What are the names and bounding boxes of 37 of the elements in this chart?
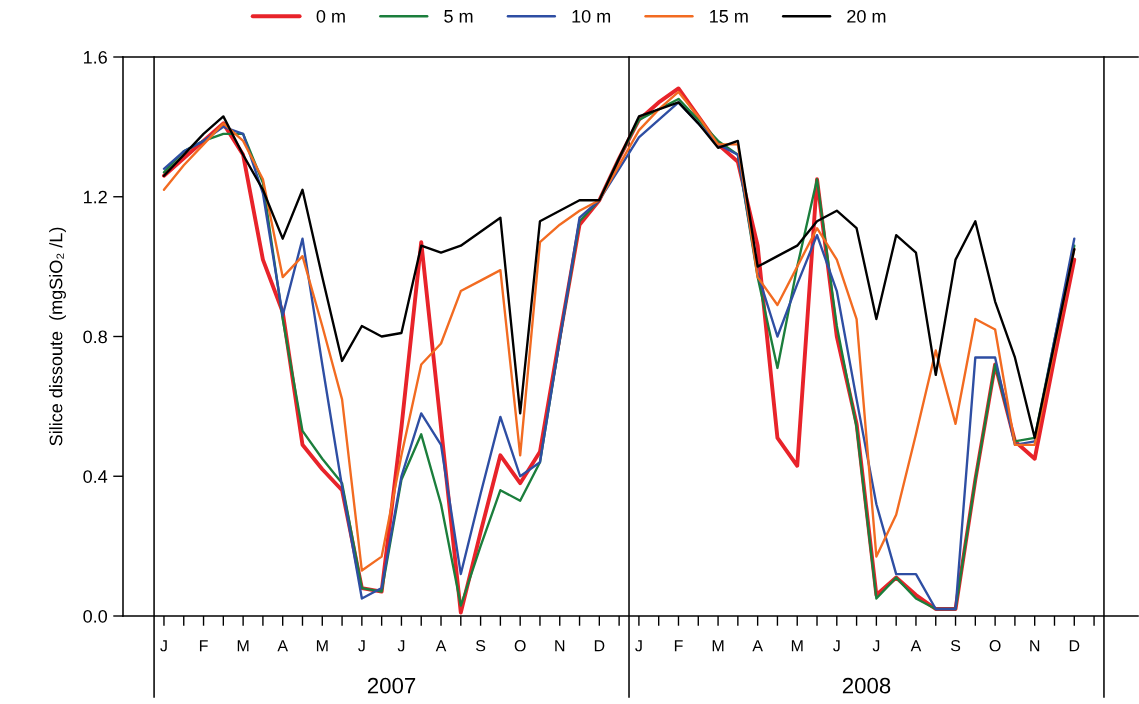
x-tick-label: A: [277, 640, 288, 652]
x-tick-label: M: [712, 640, 724, 652]
x-tick-label: J: [358, 640, 365, 652]
x-tick-label: O: [989, 640, 1001, 652]
x-tick-label: N: [1030, 640, 1040, 652]
y-tick-label: 0.4: [83, 470, 108, 483]
x-tick-label: N: [555, 640, 565, 652]
x-tick-label: M: [791, 640, 803, 652]
x-tick-label: F: [199, 640, 208, 652]
x-tick-label: O: [514, 640, 526, 652]
x-tick-label: M: [316, 640, 328, 652]
legend-label: 0 m: [316, 9, 345, 23]
x-tick-label: A: [752, 640, 763, 652]
y-tick-label: 1.2: [84, 190, 107, 204]
y-tick-label: 0.0: [83, 609, 108, 623]
x-tick-label: D: [1069, 640, 1080, 652]
y-tick-label: 0.8: [83, 330, 107, 344]
x-tick-label: J: [397, 640, 405, 652]
x-tick-label: J: [635, 640, 642, 652]
legend-label: 10 m: [572, 9, 611, 23]
x-tick-label: S: [950, 640, 961, 652]
x-tick-label: J: [160, 640, 167, 652]
y-tick-label: 1.6: [84, 50, 107, 64]
x-tick-label: A: [435, 640, 447, 652]
x-tick-label: F: [674, 640, 683, 652]
legend-label: 20 m: [847, 9, 886, 23]
text: 2007: [367, 677, 416, 694]
x-tick-label: M: [237, 640, 249, 652]
x-tick-label: A: [910, 640, 922, 652]
text: 2008: [842, 677, 891, 694]
legend-label: 5 m: [444, 10, 473, 23]
legend-label: 15 m: [710, 10, 748, 23]
x-tick-label: J: [872, 640, 880, 652]
x-tick-label: D: [594, 640, 605, 652]
x-tick-label: J: [833, 640, 840, 652]
y-axis-title: Silice dissoute (mgSiO₂ /L): [49, 227, 66, 446]
x-tick-label: S: [475, 640, 486, 652]
